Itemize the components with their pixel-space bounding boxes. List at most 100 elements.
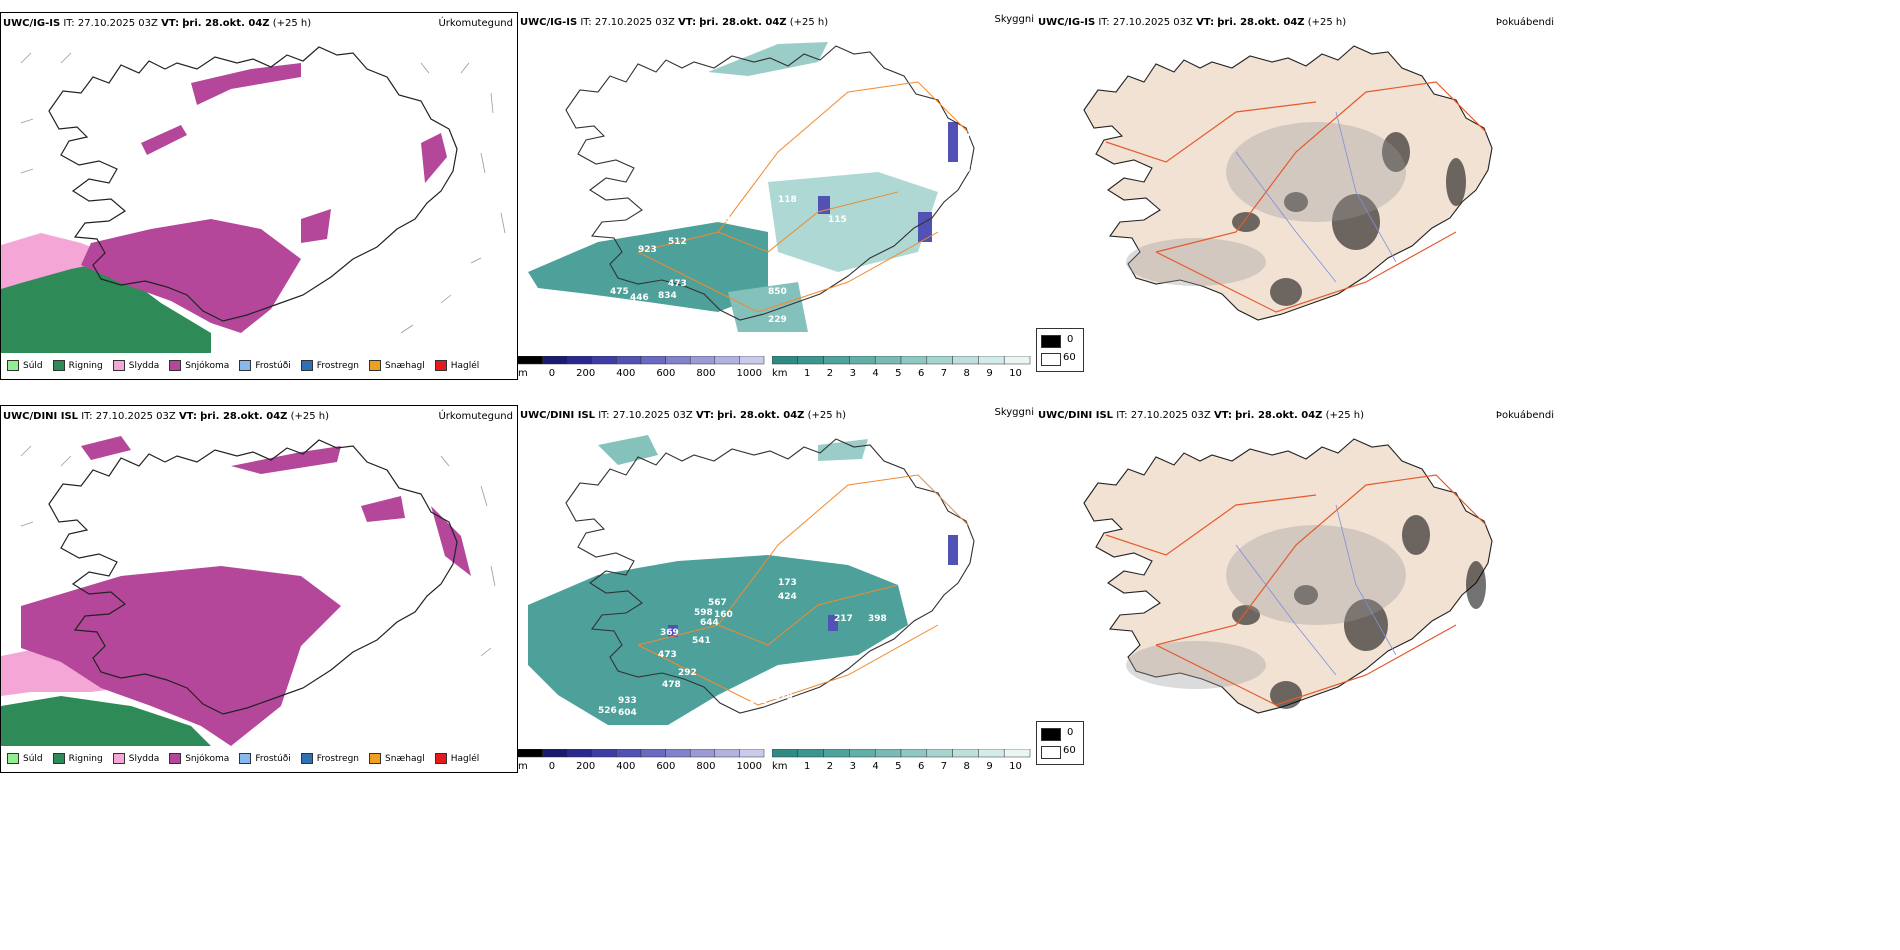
colorbar-swatch <box>640 748 666 758</box>
ceiling-label: 292 <box>678 668 697 678</box>
fog-legend-light <box>1041 746 1061 759</box>
fog-panel-row2: UWC/DINI ISL IT: 27.10.2025 03Z VT: þri.… <box>1036 405 1556 773</box>
ceiling-label: 174 <box>958 133 977 143</box>
colorbar-swatch <box>665 748 691 758</box>
legend-item: Haglél <box>434 753 479 764</box>
colorbar-swatch <box>665 355 691 365</box>
colorbar-swatch <box>978 355 1005 365</box>
panel-title: UWC/DINI ISL IT: 27.10.2025 03Z VT: þri.… <box>520 410 847 421</box>
colorbar-swatch <box>566 355 593 365</box>
legend-item: Snjókoma <box>169 360 229 371</box>
ceiling-label: 567 <box>708 598 727 608</box>
ceiling-label: 379 <box>774 692 793 702</box>
ceiling-unit: m <box>518 368 528 379</box>
fog-legend-dark-label: 0 <box>1067 334 1074 345</box>
ceiling-label: 424 <box>778 592 797 602</box>
colorbar-swatch <box>926 748 953 758</box>
rivers <box>1235 111 1397 283</box>
panel-name: Skyggni <box>994 14 1034 25</box>
fog-legend: 0 60 <box>1036 328 1084 372</box>
vis-tick: 6 <box>917 761 925 772</box>
panel-title: UWC/DINI ISL IT: 27.10.2025 03Z VT: þri.… <box>3 411 330 422</box>
vis-tick: 10 <box>1009 368 1022 379</box>
fog-legend-light-label: 60 <box>1063 352 1076 363</box>
panel-name: Skyggni <box>994 407 1034 418</box>
colorbar-swatch <box>900 355 928 365</box>
ceiling-unit: m <box>518 761 528 772</box>
colorbar-swatch <box>542 748 568 758</box>
rivers <box>1235 504 1397 676</box>
legend-item: Slydda <box>112 753 159 764</box>
ceiling-label: 446 <box>630 293 649 303</box>
colorbar-swatch <box>739 355 765 365</box>
panel-name: Úrkomutegund <box>438 18 513 29</box>
ceiling-label: 591 <box>808 532 827 542</box>
ceiling-tick: 600 <box>656 368 676 379</box>
colorbar-swatch <box>689 355 716 365</box>
colorbar-swatch <box>542 355 568 365</box>
ceiling-label: 173 <box>778 578 797 588</box>
colorbar-swatch <box>714 748 740 758</box>
visibility-colorbar: km 1 2 3 4 5 6 7 8 9 10 <box>771 748 1034 772</box>
vis-unit: km <box>772 368 788 379</box>
colorbar-swatch <box>714 355 740 365</box>
fog-map <box>1083 438 1493 714</box>
legend-item: Haglél <box>434 360 479 371</box>
precip-legend: Súld Rigning Slydda Snjókoma Frostúði Fr… <box>7 360 479 371</box>
fog-legend-dark <box>1041 335 1061 348</box>
colorbar-swatch <box>900 748 928 758</box>
low-visibility-area <box>528 435 908 725</box>
ceiling-label: 834 <box>658 291 677 301</box>
low-ceiling-spots <box>668 535 958 637</box>
ceiling-label: 229 <box>768 315 787 325</box>
colorbar-swatch <box>1003 748 1031 758</box>
colorbar-swatch <box>771 355 799 365</box>
ceiling-label: 541 <box>692 636 711 646</box>
visibility-panel-row1: UWC/IG-IS IT: 27.10.2025 03Z VT: þri. 28… <box>518 12 1036 380</box>
colorbar-swatch <box>823 355 850 365</box>
vis-tick: 4 <box>872 761 879 772</box>
colorbar-swatch <box>689 748 716 758</box>
vis-tick: 3 <box>849 761 856 772</box>
colorbar-swatch <box>849 748 876 758</box>
ceiling-label: 160 <box>714 610 733 620</box>
vis-tick: 9 <box>986 761 993 772</box>
vis-tick: 7 <box>940 368 948 379</box>
fog-shading <box>1232 515 1486 709</box>
legend-item: Rigning <box>52 753 103 764</box>
precip-map <box>1 436 496 746</box>
colorbar-swatch <box>518 355 543 365</box>
vis-tick: 6 <box>917 368 925 379</box>
legend-item: Rigning <box>52 360 103 371</box>
legend-item: Frostregn <box>300 360 359 371</box>
visibility-colorbar-swatches <box>771 355 1031 365</box>
colorbar-swatch <box>797 355 824 365</box>
ceiling-label: 157 <box>958 165 977 175</box>
ceiling-label: 475 <box>610 287 629 297</box>
fog-map <box>1083 45 1493 321</box>
fog-panel-row1: UWC/IG-IS IT: 27.10.2025 03Z VT: þri. 28… <box>1036 12 1556 380</box>
colorbar-swatch <box>874 748 902 758</box>
roads <box>637 474 969 706</box>
vis-unit: km <box>772 761 788 772</box>
ceiling-tick: 800 <box>696 761 716 772</box>
visibility-colorbar: km 1 2 3 4 5 6 7 8 9 10 <box>771 355 1034 379</box>
ceiling-tick: 0 <box>548 761 556 772</box>
ceiling-label: 850 <box>768 287 787 297</box>
legend-item: Snæhagl <box>369 360 425 371</box>
panel-title: UWC/IG-IS IT: 27.10.2025 03Z VT: þri. 28… <box>3 18 312 29</box>
precip-panel-row2: UWC/DINI ISL IT: 27.10.2025 03Z VT: þri.… <box>0 405 518 773</box>
ceiling-tick: 400 <box>616 761 636 772</box>
roads <box>1105 474 1487 706</box>
vis-tick: 1 <box>803 368 811 379</box>
legend-item: Snæhagl <box>369 753 425 764</box>
ceiling-tick: 1000 <box>736 761 762 772</box>
colorbar-swatch <box>640 355 666 365</box>
ceiling-label: 478 <box>662 680 681 690</box>
ceiling-tick: 1000 <box>736 368 762 379</box>
ceiling-label: 512 <box>668 237 687 247</box>
panel-title: UWC/DINI ISL IT: 27.10.2025 03Z VT: þri.… <box>1038 410 1365 421</box>
panel-name: Úrkomutegund <box>438 411 513 422</box>
